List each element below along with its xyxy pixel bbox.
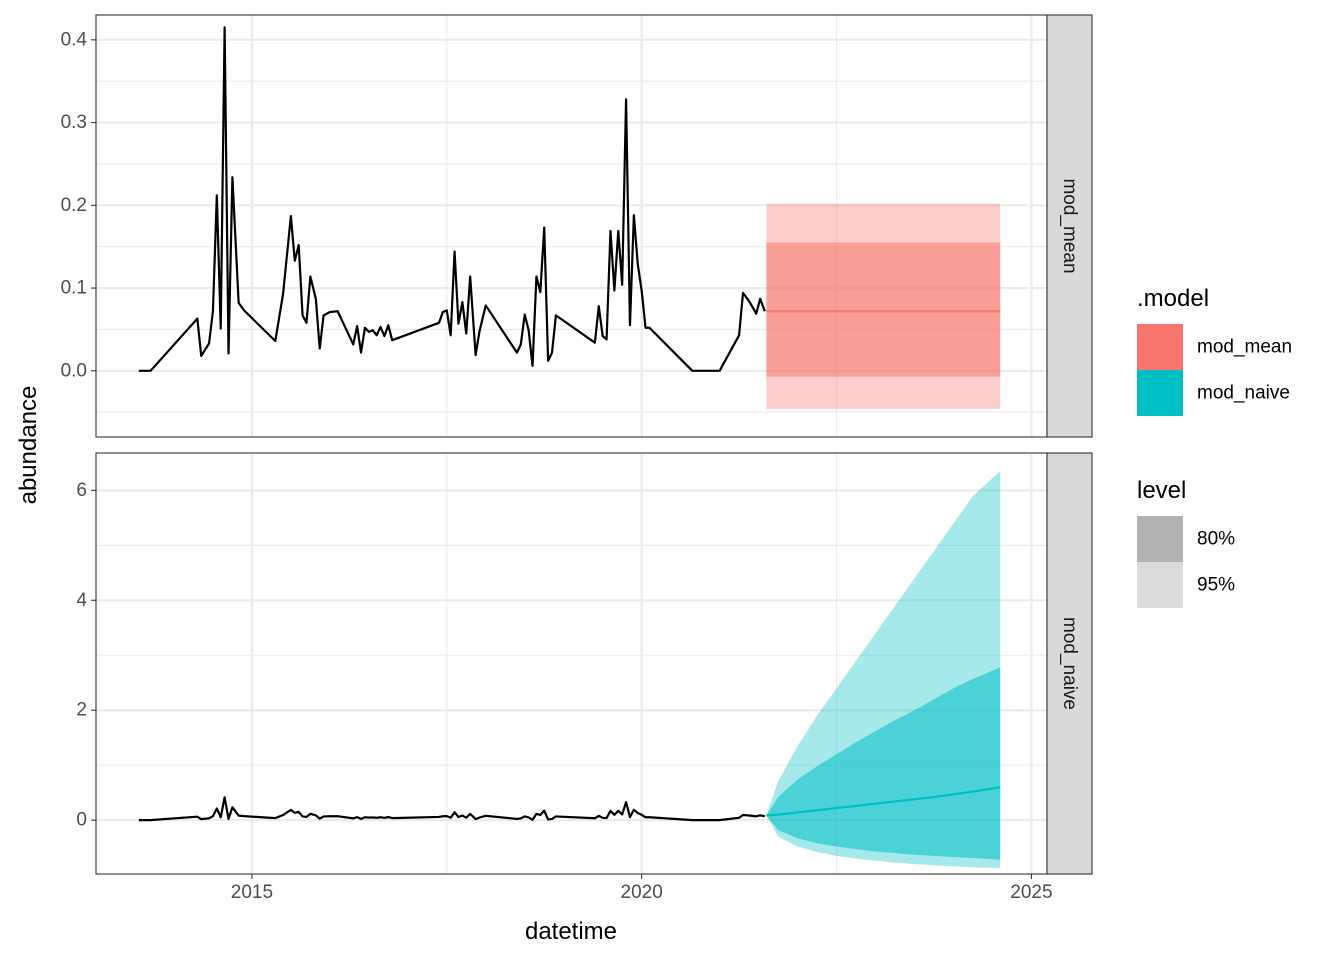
legend-key-mod_mean <box>1137 324 1183 370</box>
y-tick-label: 0.1 <box>61 278 87 299</box>
y-tick-label: 0.2 <box>61 195 87 216</box>
ribbon-80 <box>766 242 1001 377</box>
x-tick-label: 2015 <box>231 882 273 903</box>
legend-label-level: 95% <box>1197 575 1235 596</box>
legend-label-level: 80% <box>1197 529 1235 550</box>
legend-title-model: .model <box>1137 285 1209 312</box>
facet-strip <box>1046 14 1093 438</box>
panel-plot-area <box>138 26 1001 409</box>
facet-panels: mod_mean 0.0 0.1 0.2 0.3 0.4 mod_naive 0 2 4 6 <box>61 14 1093 875</box>
panel-mod_mean: mod_mean 0.0 0.1 0.2 0.3 0.4 <box>61 14 1093 438</box>
panel-plot-area <box>138 471 1001 868</box>
observed-line <box>138 26 766 372</box>
legend-label-mod_mean: mod_mean <box>1197 337 1292 358</box>
legend-key-level <box>1137 562 1183 608</box>
y-tick-label: 2 <box>76 700 87 721</box>
y-tick-label: 0.4 <box>61 29 88 50</box>
forecast-mean-line <box>766 786 1001 817</box>
facet-strip <box>1046 452 1093 875</box>
facet-strip-label: mod_naive <box>1059 617 1080 710</box>
y-tick-label: 0.0 <box>61 360 87 381</box>
ribbon-80 <box>766 667 1001 860</box>
x-tick-label: 2020 <box>621 882 663 903</box>
observed-line <box>138 796 766 822</box>
x-axis-title: datetime <box>525 918 617 945</box>
legend-key-mod_naive <box>1137 370 1183 416</box>
y-tick-label: 4 <box>76 590 87 611</box>
y-axis-title: abundance <box>15 386 42 505</box>
y-tick-label: 0 <box>76 810 87 831</box>
panel-mod_naive: mod_naive 0 2 4 6 <box>76 452 1093 875</box>
facet-strip-label: mod_mean <box>1059 178 1080 273</box>
legend-label-mod_naive: mod_naive <box>1197 383 1290 404</box>
y-tick-label: 0.3 <box>61 112 87 133</box>
y-tick-label: 6 <box>76 480 87 501</box>
x-axis: 2015 2020 2025 <box>231 874 1053 903</box>
legend-key-level <box>1137 516 1183 562</box>
legend-title-level: level <box>1137 477 1186 504</box>
x-tick-label: 2025 <box>1010 882 1052 903</box>
